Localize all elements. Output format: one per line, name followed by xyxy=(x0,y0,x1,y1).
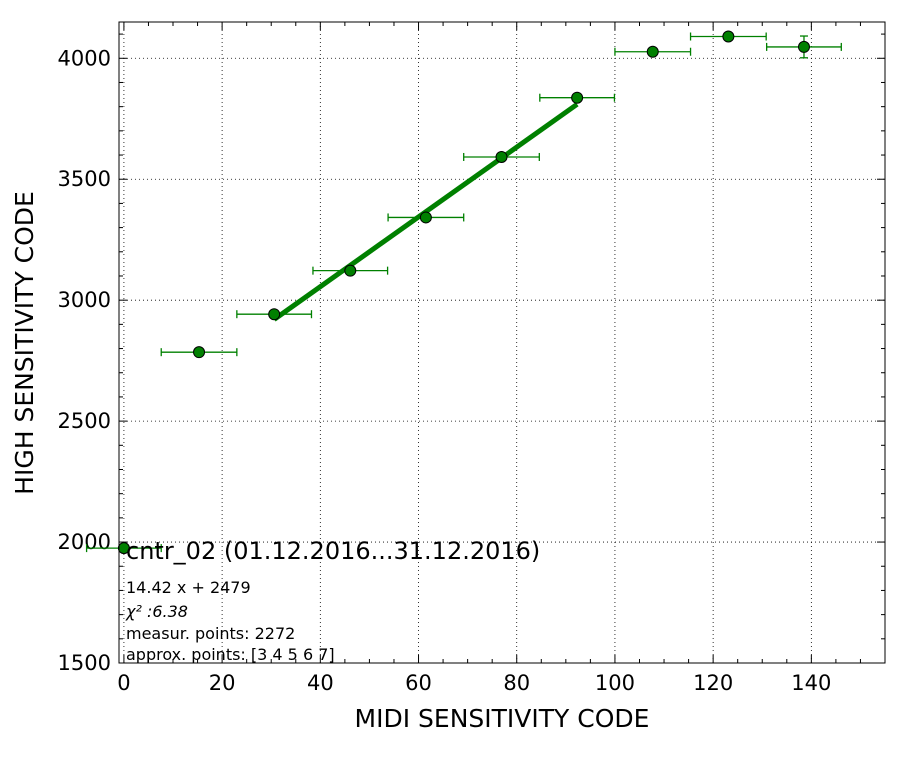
data-point xyxy=(117,542,130,555)
x-axis-label: MIDI SENSITIVITY CODE xyxy=(355,704,650,733)
x-tick-labels: 0 20 40 60 80 100 120 140 xyxy=(117,671,831,695)
y-tick-label: 2500 xyxy=(58,409,111,433)
y-axis-label: HIGH SENSITIVITY CODE xyxy=(10,191,39,495)
y-tick-labels: 1500 2000 2500 3000 3500 4000 xyxy=(58,46,111,675)
fit-equation: 14.42 x + 2479 xyxy=(126,578,251,597)
y-tick-label: 3000 xyxy=(58,288,111,312)
data-point xyxy=(646,45,659,58)
x-tick-label: 100 xyxy=(595,671,635,695)
measured-points: measur. points: 2272 xyxy=(126,624,295,643)
data-point xyxy=(193,346,206,359)
x-tick-label: 120 xyxy=(693,671,733,695)
y-tick-label: 1500 xyxy=(58,651,111,675)
data-point xyxy=(797,40,810,53)
y-tick-label: 2000 xyxy=(58,530,111,554)
x-tick-label: 20 xyxy=(209,671,236,695)
data-point xyxy=(268,308,281,321)
data-point xyxy=(419,211,432,224)
data-points xyxy=(117,30,810,555)
plot-frame xyxy=(118,21,886,664)
x-tick-label: 80 xyxy=(503,671,530,695)
chart-title: cntr_02 (01.12.2016...31.12.2016) xyxy=(126,537,540,565)
data-point xyxy=(571,91,584,104)
grid-lines xyxy=(119,22,885,664)
y-tick-label: 3500 xyxy=(58,167,111,191)
minor-ticks xyxy=(119,22,885,663)
y-tick-label: 4000 xyxy=(58,46,111,70)
approx-points: approx. points: [3 4 5 6 7] xyxy=(126,645,335,664)
major-ticks xyxy=(119,22,885,664)
x-tick-label: 0 xyxy=(117,671,130,695)
data-point xyxy=(495,150,508,163)
x-tick-label: 40 xyxy=(307,671,334,695)
x-tick-label: 140 xyxy=(791,671,831,695)
x-tick-label: 60 xyxy=(405,671,432,695)
chi-square: χ² :6.38 xyxy=(125,602,188,621)
data-point xyxy=(722,30,735,43)
data-point xyxy=(344,264,357,277)
